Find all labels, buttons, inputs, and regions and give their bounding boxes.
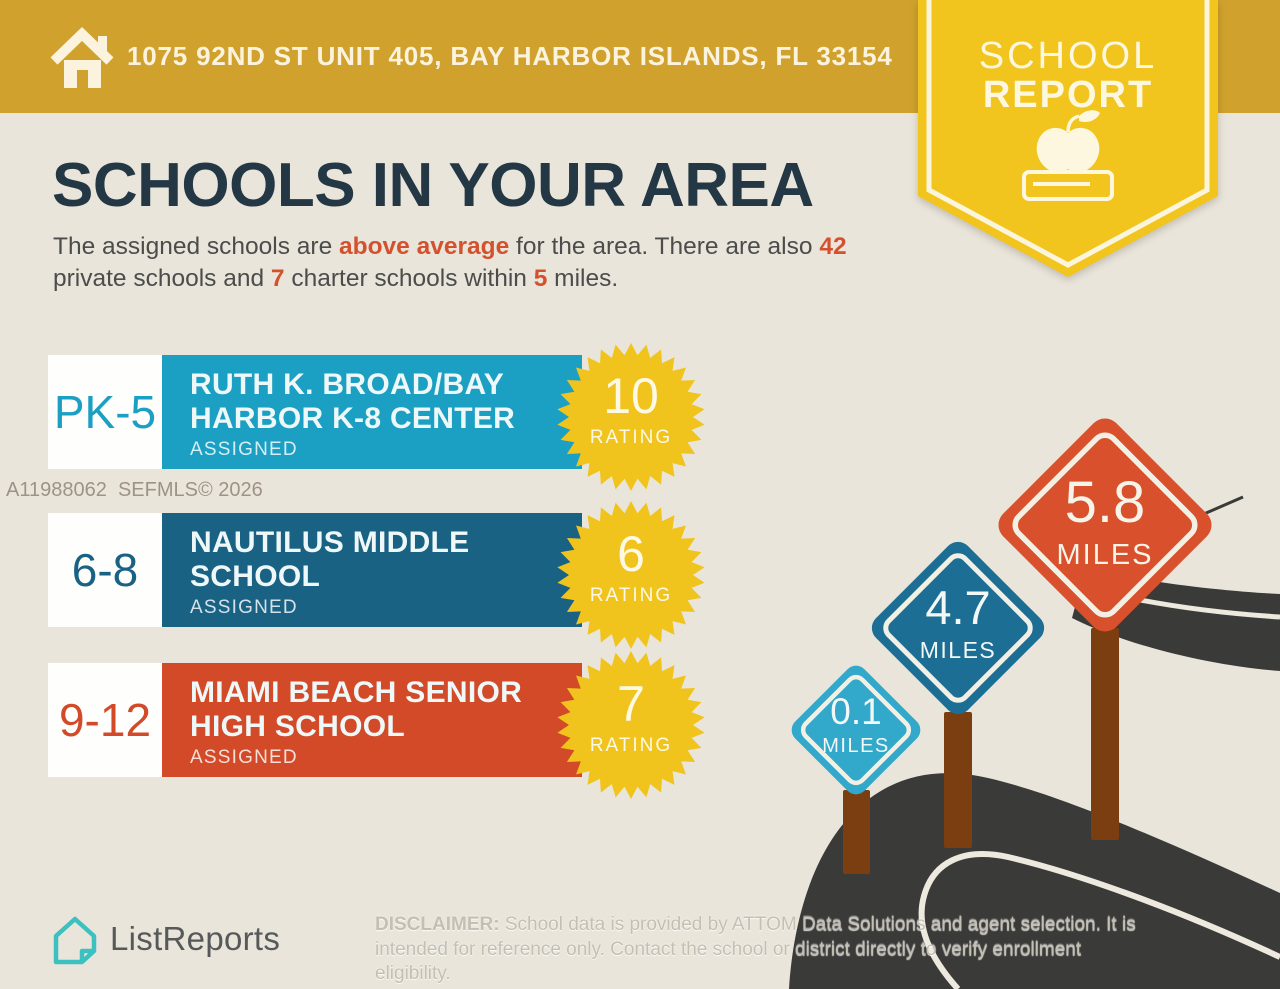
- sign-distance-value: 4.7: [925, 581, 990, 634]
- grade-range: 9-12: [58, 694, 152, 746]
- school-name: NAUTILUS MIDDLE SCHOOL: [190, 526, 470, 593]
- sign-distance-value: 5.8: [1065, 470, 1146, 535]
- disclaimer-text: DISCLAIMER: School data is provided by A…: [375, 913, 1150, 987]
- disclaimer-label: DISCLAIMER:: [375, 914, 500, 935]
- intro-seg: The assigned schools are: [53, 233, 339, 260]
- school-name: RUTH K. BROAD/BAY HARBOR K-8 CENTER: [190, 368, 516, 435]
- assigned-badge: ASSIGNED: [190, 597, 298, 618]
- rating-value: 7: [617, 676, 645, 732]
- school-bar: NAUTILUS MIDDLE SCHOOL ASSIGNED: [162, 513, 582, 627]
- assigned-badge: ASSIGNED: [190, 439, 298, 460]
- home-icon: [50, 27, 114, 88]
- intro-seg: private schools and: [53, 264, 271, 292]
- rating-label: RATING: [590, 735, 672, 756]
- sign-distance-unit: MILES: [1056, 539, 1153, 571]
- road-main-band: [789, 773, 1280, 989]
- mls-watermark: A11988062 SEFMLS© 2026: [6, 479, 263, 501]
- starburst-shape: [557, 501, 705, 649]
- intro-seg: miles.: [547, 264, 619, 292]
- apple-on-book-icon: [1022, 110, 1114, 201]
- listreports-logo: ListReports: [48, 912, 280, 966]
- road-upper-centerline: [1129, 595, 1280, 620]
- school-bar: RUTH K. BROAD/BAY HARBOR K-8 CENTER ASSI…: [162, 355, 582, 469]
- school-row-high: 9-12 MIAMI BEACH SENIOR HIGH SCHOOL ASSI…: [0, 651, 740, 799]
- school-row-elementary: PK-5 RUTH K. BROAD/BAY HARBOR K-8 CENTER…: [0, 343, 740, 491]
- rating-starburst: 7 RATING: [557, 651, 705, 799]
- sign-post-large: [1091, 628, 1119, 840]
- assigned-badge: ASSIGNED: [190, 747, 298, 768]
- rating-value: 10: [603, 368, 659, 424]
- badge-line1: SCHOOL: [979, 35, 1157, 77]
- page-title: SCHOOLS IN YOUR AREA: [52, 151, 814, 220]
- rating-label: RATING: [590, 427, 672, 448]
- school-row-middle: 6-8 NAUTILUS MIDDLE SCHOOL ASSIGNED 6 RA…: [0, 501, 740, 649]
- school-bar: MIAMI BEACH SENIOR HIGH SCHOOL ASSIGNED: [162, 663, 582, 777]
- road-scene: 0.1 MILES 4.7 MILES 5.8 MILES: [789, 418, 1280, 989]
- grade-range-box: 9-12: [48, 663, 162, 777]
- sign-distance-value: 0.1: [830, 691, 881, 732]
- disclaimer-body: School data is provided by ATTOM Data So…: [375, 914, 1136, 984]
- grade-range-box: 6-8: [48, 513, 162, 627]
- brand-name: ListReports: [110, 920, 281, 957]
- property-address: 1075 92ND ST UNIT 405, BAY HARBOR ISLAND…: [127, 41, 893, 71]
- starburst-shape: [557, 343, 705, 491]
- sign-distance-unit: MILES: [920, 637, 997, 663]
- sign-post-medium: [944, 712, 972, 848]
- sign-post-small: [843, 790, 870, 874]
- grade-range: 6-8: [71, 544, 139, 596]
- intro-highlight-private-count: 42: [819, 233, 847, 260]
- badge-inner-border: [926, 0, 1210, 268]
- intro-seg: charter schools within: [284, 264, 534, 292]
- intro-highlight-miles: 5: [533, 264, 548, 292]
- distance-sign-small: 0.1 MILES: [791, 665, 921, 795]
- listreports-house-icon: [53, 916, 97, 965]
- intro-highlight-charter-count: 7: [270, 264, 285, 292]
- school-report-badge: SCHOOL REPORT: [918, 0, 1218, 277]
- distance-sign-large: 5.8 MILES: [998, 418, 1212, 632]
- grade-range: PK-5: [53, 386, 157, 438]
- distance-sign-medium: 4.7 MILES: [871, 541, 1045, 715]
- badge-line2: REPORT: [983, 74, 1153, 116]
- intro-highlight-above-average: above average: [339, 233, 510, 260]
- grade-range-box: PK-5: [48, 355, 162, 469]
- school-name: MIAMI BEACH SENIOR HIGH SCHOOL: [190, 676, 523, 743]
- rating-starburst: 10 RATING: [557, 343, 705, 491]
- starburst-shape: [557, 651, 705, 799]
- rating-starburst: 6 RATING: [557, 501, 705, 649]
- rating-label: RATING: [590, 585, 672, 606]
- road-main-centerline: [918, 851, 1280, 989]
- sign-distance-unit: MILES: [822, 735, 890, 757]
- intro-text: The assigned schools are above average f…: [53, 231, 891, 294]
- rating-value: 6: [617, 526, 645, 582]
- intro-seg: for the area. There are also: [509, 233, 820, 260]
